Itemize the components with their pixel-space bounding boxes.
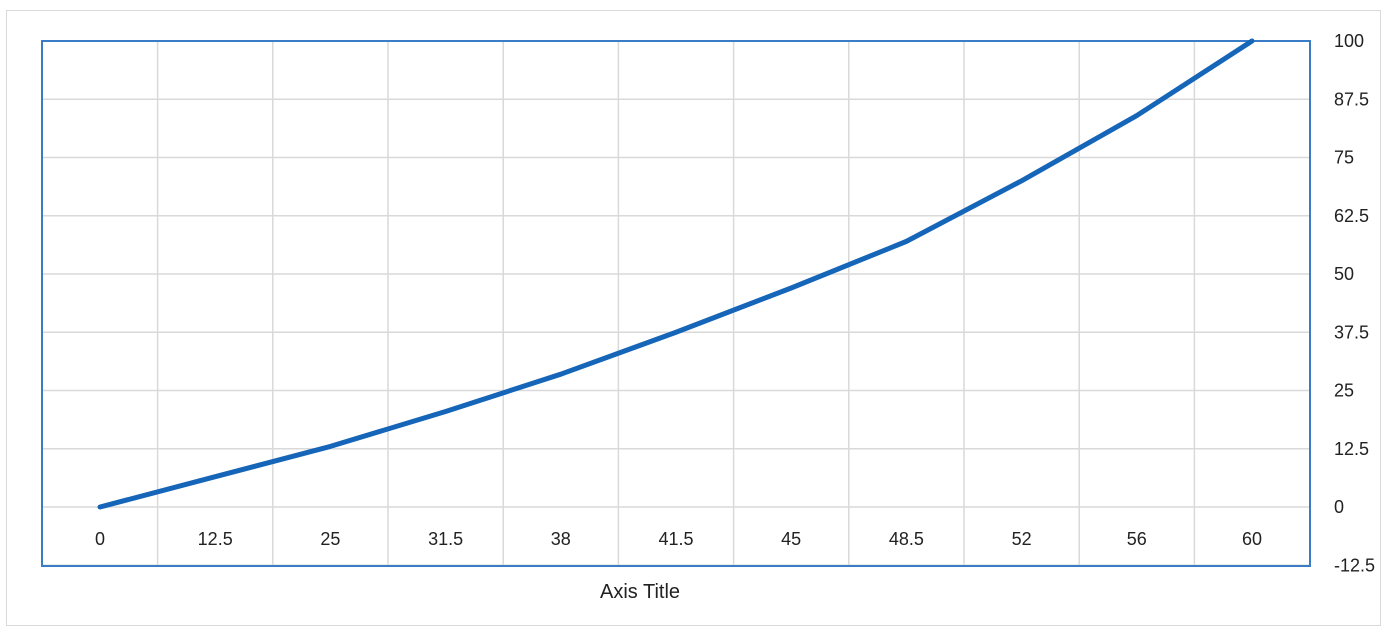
series-line [97,38,1255,510]
x-tick-labels: 0 12.5 25 31.5 38 41.5 45 48.5 52 56 60 [95,529,1262,549]
x-tick-label: 48.5 [889,529,924,549]
series-layer [97,38,1255,510]
x-tick-label: 60 [1242,529,1262,549]
y-tick-label: 62.5 [1334,206,1369,226]
x-tick-label: 52 [1012,529,1032,549]
x-tick-label: 12.5 [198,529,233,549]
y-tick-label: 12.5 [1334,439,1369,459]
y-tick-label: 25 [1334,381,1354,401]
x-tick-label: 45 [781,529,801,549]
gridlines [42,40,1310,566]
x-tick-label: 38 [551,529,571,549]
y-tick-labels: 100 87.5 75 62.5 50 37.5 25 12.5 0 -12.5 [1334,31,1375,575]
plot-area-border [41,40,1311,567]
y-tick-label: 0 [1334,497,1344,517]
x-tick-label: 25 [320,529,340,549]
y-tick-label: 87.5 [1334,89,1369,109]
y-tick-label: 75 [1334,148,1354,168]
y-tick-label: -12.5 [1334,555,1375,575]
x-tick-label: 31.5 [428,529,463,549]
x-tick-label: 41.5 [658,529,693,549]
x-tick-label: 56 [1127,529,1147,549]
y-tick-label: 37.5 [1334,322,1369,342]
y-tick-label: 50 [1334,264,1354,284]
chart-container [6,10,1381,626]
x-axis-title: Axis Title [600,581,680,603]
y-tick-label: 100 [1334,31,1364,51]
x-tick-label: 0 [95,529,105,549]
